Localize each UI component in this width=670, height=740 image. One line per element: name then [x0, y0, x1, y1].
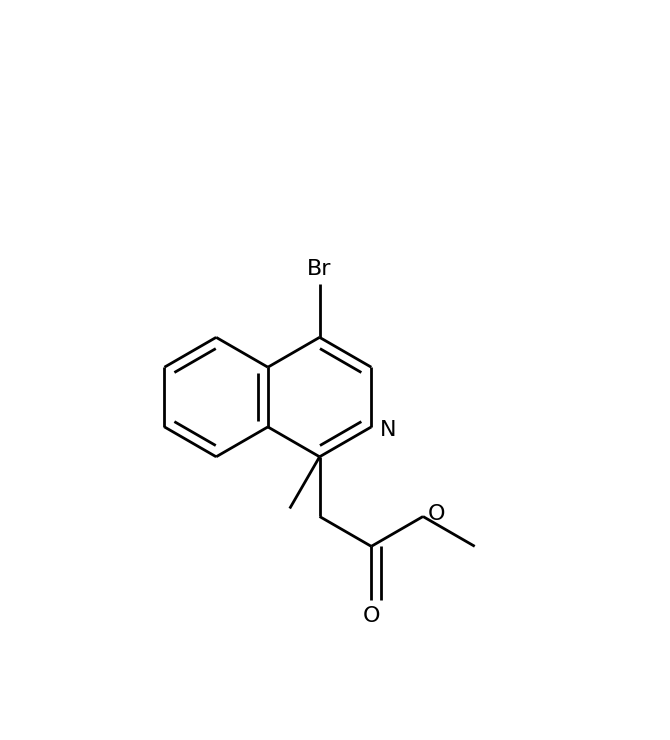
Text: Br: Br	[308, 260, 332, 280]
Text: O: O	[362, 606, 380, 626]
Text: N: N	[380, 420, 397, 440]
Text: O: O	[428, 504, 446, 524]
